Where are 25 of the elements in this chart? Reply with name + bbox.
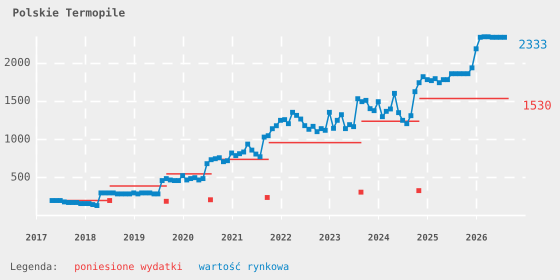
text: wartość rynkowa (198, 261, 290, 273)
data-label: 1530 (522, 98, 552, 112)
x-tick-label: 2024 (368, 234, 390, 244)
data-label: 2333 (518, 37, 548, 52)
x-tick-label: 2021 (221, 234, 243, 244)
x-tick-label: 2022 (270, 234, 292, 244)
text: poniesione wydatki (74, 262, 183, 273)
x-tick-label: 2018 (74, 234, 96, 244)
x-tick-label: 2019 (123, 234, 146, 244)
x-tick-label: 2017 (26, 234, 48, 244)
point (107, 198, 112, 203)
x-tick-label: 2023 (319, 234, 341, 244)
point (416, 188, 422, 194)
y-tick-label: 2000 (4, 56, 30, 70)
point (208, 197, 213, 202)
y-tick-label: 1000 (4, 132, 30, 146)
point (264, 195, 270, 200)
y-tick-label: 1500 (4, 94, 30, 108)
x-tick-label: 2026 (466, 234, 488, 244)
x-tick-label: 2025 (416, 234, 439, 244)
chart-title: Polskie Termopile (12, 6, 126, 20)
legend-title: Legenda: (10, 262, 58, 273)
point (358, 190, 364, 195)
y-tick-label: 500 (10, 170, 30, 184)
x-tick-label: 2020 (172, 234, 194, 244)
